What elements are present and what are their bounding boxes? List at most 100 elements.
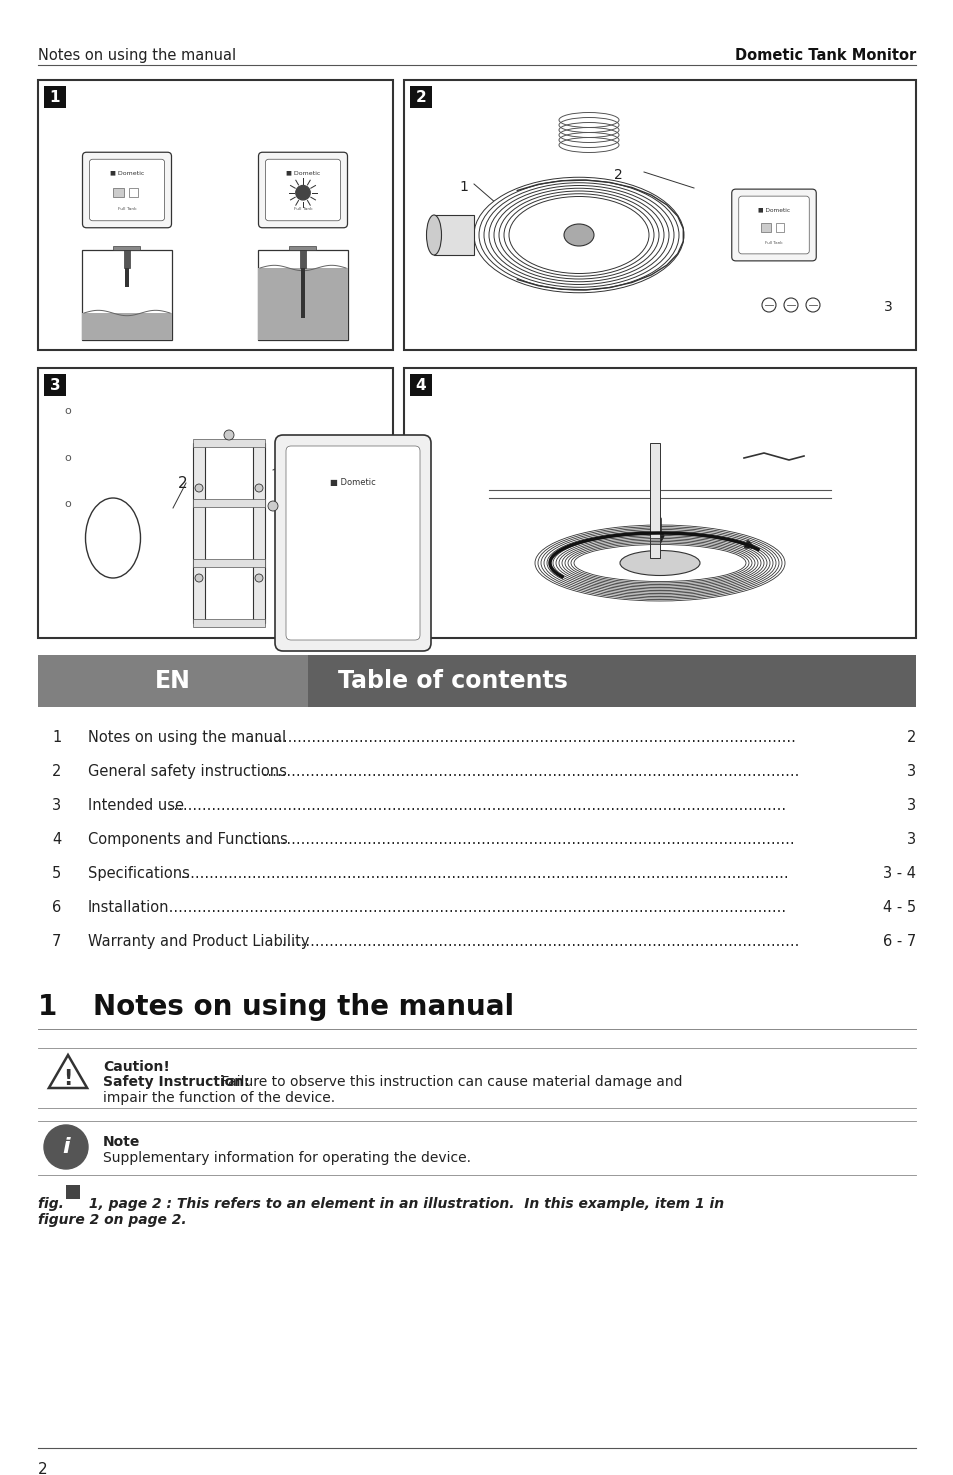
Text: 1: 1	[52, 730, 61, 745]
Text: 2: 2	[178, 476, 188, 491]
Circle shape	[254, 574, 263, 583]
Bar	[301, 268, 304, 319]
Text: Installation: Installation	[88, 900, 170, 914]
Circle shape	[295, 186, 310, 201]
Text: 6: 6	[52, 900, 61, 914]
Bar	[113, 189, 124, 198]
Bar	[403, 80, 915, 350]
Bar	[253, 442, 265, 622]
Text: 5: 5	[52, 866, 61, 881]
Text: 2: 2	[52, 764, 61, 779]
Text: ................................................................................: ........................................…	[163, 900, 785, 914]
Text: 2: 2	[905, 730, 915, 745]
Ellipse shape	[619, 550, 700, 575]
Text: Notes on using the manual: Notes on using the manual	[88, 730, 286, 745]
Bar	[193, 620, 265, 627]
Text: ■ Dometic: ■ Dometic	[286, 171, 320, 176]
FancyBboxPatch shape	[265, 159, 340, 221]
Text: o: o	[65, 499, 71, 509]
Text: 1: 1	[38, 993, 57, 1021]
Text: Full Tank: Full Tank	[764, 240, 782, 245]
Ellipse shape	[535, 525, 784, 600]
Circle shape	[761, 298, 775, 313]
Text: ................................................................................: ........................................…	[276, 934, 799, 948]
Bar	[760, 223, 771, 232]
Text: Notes on using the manual: Notes on using the manual	[92, 993, 514, 1021]
Text: Note: Note	[103, 1134, 140, 1149]
Ellipse shape	[426, 215, 441, 255]
Text: 3: 3	[906, 798, 915, 813]
Text: o: o	[65, 406, 71, 416]
Text: 2: 2	[614, 168, 622, 181]
Bar	[257, 268, 348, 341]
Circle shape	[268, 502, 277, 510]
Text: Specifications: Specifications	[88, 866, 190, 881]
Text: Components and Functions: Components and Functions	[88, 832, 288, 847]
Bar	[44, 86, 66, 108]
Bar	[44, 375, 66, 395]
Text: 3 - 4: 3 - 4	[882, 866, 915, 881]
Text: ................................................................................: ........................................…	[258, 764, 799, 779]
Text: 1, page 2 : This refers to an element in an illustration.  In this example, item: 1, page 2 : This refers to an element in…	[84, 1198, 723, 1211]
Ellipse shape	[563, 224, 594, 246]
Text: 1: 1	[458, 180, 467, 195]
FancyBboxPatch shape	[738, 196, 808, 254]
Bar	[129, 189, 137, 198]
Text: Full Tank: Full Tank	[117, 208, 136, 211]
Text: 1: 1	[317, 450, 327, 465]
Text: ■ Dometic: ■ Dometic	[110, 171, 144, 176]
FancyBboxPatch shape	[90, 159, 164, 221]
Text: ................................................................................: ........................................…	[239, 832, 794, 847]
Text: 6 - 7: 6 - 7	[882, 934, 915, 948]
Text: fig.: fig.	[38, 1198, 69, 1211]
Bar	[38, 655, 308, 707]
Bar	[403, 367, 915, 639]
Bar	[193, 440, 265, 447]
Circle shape	[194, 484, 203, 493]
FancyBboxPatch shape	[274, 435, 431, 650]
Text: 3: 3	[52, 798, 61, 813]
Text: Warranty and Product Liability: Warranty and Product Liability	[88, 934, 309, 948]
Bar	[434, 215, 474, 255]
Bar	[66, 1184, 80, 1199]
Text: 3: 3	[906, 832, 915, 847]
Text: 2: 2	[69, 1201, 77, 1211]
Text: ................................................................................: ........................................…	[163, 798, 785, 813]
Bar	[308, 655, 915, 707]
Text: ................................................................................: ........................................…	[176, 866, 788, 881]
Text: Intended use: Intended use	[88, 798, 184, 813]
Text: General safety instructions: General safety instructions	[88, 764, 287, 779]
Bar	[410, 86, 432, 108]
Bar	[193, 499, 265, 507]
Bar	[775, 223, 783, 232]
Text: 4: 4	[52, 832, 61, 847]
Text: EN: EN	[155, 670, 191, 693]
Bar	[649, 442, 659, 558]
Bar	[38, 80, 393, 350]
Bar	[193, 442, 205, 622]
Text: Caution!: Caution!	[103, 1061, 170, 1074]
Text: ................................................................................: ........................................…	[245, 730, 796, 745]
Text: !: !	[63, 1069, 72, 1089]
Text: Supplementary information for operating the device.: Supplementary information for operating …	[103, 1150, 471, 1165]
Bar	[113, 245, 140, 249]
Bar	[257, 249, 348, 341]
Text: o: o	[65, 453, 71, 463]
Text: figure 2 on page 2.: figure 2 on page 2.	[38, 1212, 187, 1227]
Text: 4: 4	[416, 378, 426, 392]
Text: ■ Dometic: ■ Dometic	[330, 478, 375, 488]
Text: Notes on using the manual: Notes on using the manual	[38, 49, 236, 63]
Text: 1: 1	[50, 90, 60, 105]
Bar	[300, 249, 305, 268]
Bar	[125, 268, 129, 288]
Text: 7: 7	[52, 934, 61, 948]
Bar	[410, 375, 432, 395]
Text: 3: 3	[906, 764, 915, 779]
Text: impair the function of the device.: impair the function of the device.	[103, 1092, 335, 1105]
Text: 3: 3	[883, 299, 892, 314]
Polygon shape	[49, 1055, 87, 1089]
Circle shape	[44, 1125, 88, 1170]
Circle shape	[224, 431, 233, 440]
Text: 2: 2	[416, 90, 426, 105]
FancyBboxPatch shape	[286, 445, 419, 640]
